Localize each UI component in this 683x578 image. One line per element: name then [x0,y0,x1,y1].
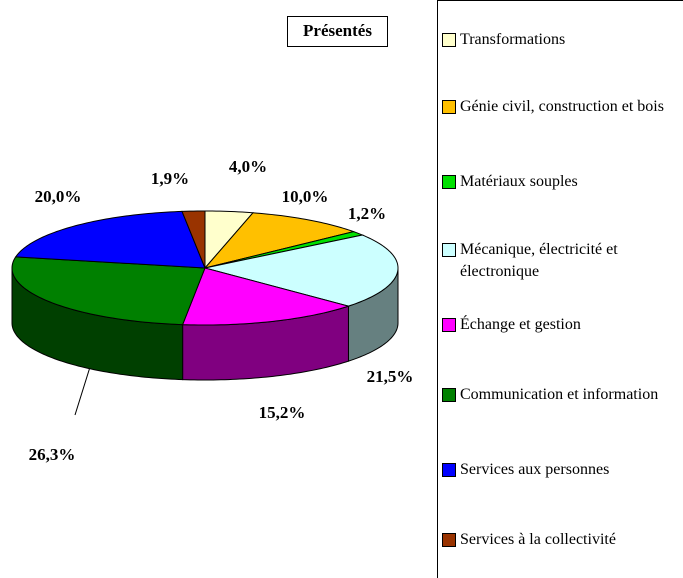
pie-slice [14,210,206,269]
pie-slice [181,210,206,269]
legend-label: Mécanique, électricité et électronique [460,241,618,280]
legend-label: Services aux personnes [460,461,610,478]
legend: Transformations Génie civil, construction… [437,0,683,578]
legend-swatch [442,33,456,47]
legend-swatch [442,463,456,477]
legend-swatch [442,175,456,189]
data-label: 1,2% [348,204,386,223]
legend-item: Communication et information [442,384,678,406]
legend-swatch [442,533,456,547]
legend-swatch [442,100,456,114]
data-label: 4,0% [229,157,267,176]
legend-item: Échange et gestion [442,314,678,336]
legend-label: Communication et information [460,386,659,403]
legend-item: Transformations [442,29,678,51]
chart: Présentés 4,0% 10,0% 1,2% 21,5% 15,2% 26,3% 20… [11,16,414,464]
chart-title: Présentés [303,21,372,40]
legend-label: Transformations [460,31,566,48]
legend-label: Génie civil, construction et bois [460,98,664,115]
legend-label: Échange et gestion [460,316,581,333]
pie-slice [203,212,356,269]
data-label: 15,2% [259,403,306,422]
data-label: 1,9% [151,169,189,188]
data-label: 21,5% [367,367,414,386]
legend-item: Services à la collectivité [442,529,678,551]
legend-swatch [442,388,456,402]
legend-label: Services à la collectivité [460,531,616,548]
data-label: 26,3% [29,445,76,464]
legend-label: Matériaux souples [460,173,578,190]
legend-swatch [442,243,456,257]
pie-slice [204,234,399,307]
legend-item: Matériaux souples [442,171,678,193]
data-label: 10,0% [282,187,329,206]
pie-slice [11,256,206,326]
legend-item: Génie civil, construction et bois [442,96,678,118]
data-label: 20,0% [35,187,82,206]
legend-item: Mécanique, électricité et électronique [442,239,678,283]
legend-swatch [442,318,456,332]
legend-item: Services aux personnes [442,459,678,481]
title-box [287,16,388,47]
pie-slice [181,267,351,326]
